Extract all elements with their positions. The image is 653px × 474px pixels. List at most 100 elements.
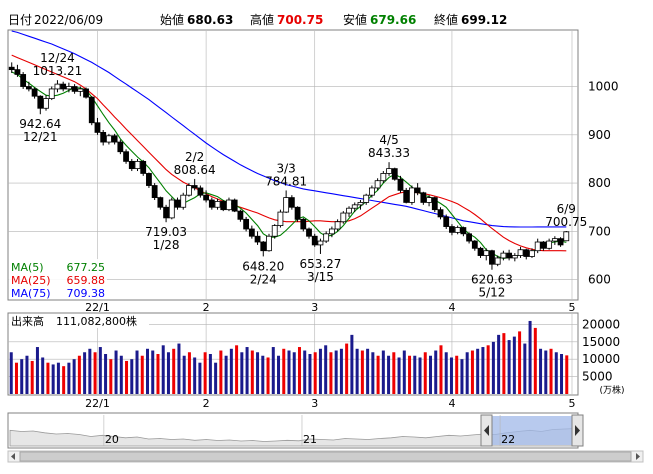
- candle-down: [288, 197, 295, 208]
- annotation-value: 719.03: [145, 225, 187, 239]
- annotation-date: 2/2: [185, 150, 204, 164]
- volume-bar: [449, 357, 453, 394]
- candle-up: [65, 86, 72, 90]
- candle-up: [323, 233, 330, 242]
- candle-down: [60, 83, 67, 90]
- navigator-right-handle[interactable]: [571, 414, 584, 447]
- candle-down: [489, 250, 495, 265]
- volume-bar: [418, 357, 422, 394]
- volume-bar: [376, 355, 380, 394]
- candle-up: [340, 212, 347, 223]
- volume-value: 111,082,800株: [56, 314, 137, 328]
- navigator-overview: 20 21 22: [9, 415, 577, 447]
- volume-bar: [470, 350, 474, 394]
- date-label: 日付: [8, 13, 32, 27]
- volume-bar: [67, 362, 71, 394]
- volume-bar: [114, 350, 118, 394]
- candle-down: [94, 122, 101, 133]
- volume-bar: [130, 359, 134, 394]
- volume-bar: [229, 348, 233, 394]
- candle-up: [563, 231, 570, 242]
- candle-up: [283, 197, 290, 213]
- volume-bar: [56, 362, 60, 394]
- candle-up: [357, 202, 364, 206]
- candle-up: [226, 199, 232, 211]
- candle-down: [231, 199, 238, 212]
- volume-bar: [235, 345, 239, 394]
- candle-down: [146, 173, 152, 186]
- candle-up: [214, 201, 221, 208]
- low-value: 679.66: [370, 13, 416, 27]
- volume-header-box: [9, 314, 149, 328]
- volume-bar: [497, 334, 501, 394]
- annotation-date: 5/12: [478, 286, 505, 300]
- candle-down: [111, 135, 118, 143]
- volume-bar: [339, 348, 343, 394]
- volume-bar: [392, 352, 396, 394]
- month-label: 2: [203, 397, 210, 410]
- volume-bar: [240, 352, 244, 394]
- volume-unit: (万株): [599, 384, 624, 396]
- candle-down: [397, 178, 404, 191]
- volume-bar: [345, 343, 349, 394]
- candle-down: [248, 228, 255, 237]
- ma75-label: MA(75): [11, 287, 51, 300]
- volume-bars: [9, 320, 569, 394]
- volume-tick-label: 10000: [582, 352, 620, 366]
- high-label: 高値: [250, 12, 274, 27]
- annotation-value: 620.63: [471, 273, 513, 287]
- volume-bar: [282, 348, 286, 394]
- candle-up: [106, 135, 112, 143]
- candle-up: [134, 160, 141, 170]
- volume-header: 出来高 111,082,800株: [9, 314, 149, 328]
- candle-up: [168, 199, 175, 219]
- volume-bar: [554, 352, 558, 394]
- annotation-value: 942.64: [19, 117, 61, 131]
- candle-up: [500, 252, 507, 259]
- volume-bar: [460, 359, 464, 394]
- scroll-right-icon[interactable]: [636, 453, 640, 460]
- volume-bar: [72, 359, 76, 394]
- candle-up: [494, 257, 501, 265]
- candle-down: [83, 88, 89, 98]
- candle-down: [431, 197, 438, 211]
- volume-bar: [324, 345, 328, 394]
- annotation-date: 12/24: [40, 51, 75, 65]
- annotation-value: 1013.21: [33, 64, 83, 78]
- month-axis-bottom: 22/123456: [85, 397, 575, 410]
- volume-bar: [287, 350, 291, 394]
- navigator-left-handle[interactable]: [480, 414, 493, 447]
- price-tick-label: 1000: [588, 80, 619, 94]
- candle-down: [300, 218, 307, 230]
- candle-down: [20, 74, 27, 87]
- ma5-line: [11, 71, 567, 259]
- volume-bar: [214, 362, 218, 394]
- volume-bar: [250, 350, 254, 394]
- volume-bar: [193, 357, 197, 394]
- scrollbar-thumb[interactable]: [19, 451, 632, 462]
- volume-bar: [528, 320, 532, 394]
- price-tick-label: 900: [588, 128, 611, 142]
- annotation-date: 6/9: [557, 202, 576, 216]
- volume-bar: [109, 359, 113, 394]
- candle-up: [363, 194, 370, 203]
- candle-up: [368, 187, 375, 196]
- candle-down: [311, 235, 318, 246]
- volume-bar: [140, 355, 144, 394]
- volume-bar: [549, 348, 553, 394]
- candle-up: [534, 241, 541, 252]
- candle-up: [271, 225, 278, 237]
- annotation-date: 4/5: [379, 133, 398, 147]
- scroll-left-icon[interactable]: [11, 453, 15, 460]
- ohlc-header: 日付 2022/06/09 始値 680.63 高値 700.75 安値 679…: [8, 12, 507, 27]
- candle-down: [471, 240, 478, 249]
- annotation-date: 1/28: [153, 238, 180, 252]
- candle-up: [77, 88, 84, 92]
- candle-down: [403, 189, 410, 203]
- volume-bar: [413, 355, 417, 394]
- volume-bar: [245, 347, 249, 394]
- candle-down: [243, 218, 250, 230]
- volume-bar: [455, 355, 459, 394]
- annotation-value: 648.20: [242, 259, 284, 273]
- volume-bar: [166, 352, 170, 394]
